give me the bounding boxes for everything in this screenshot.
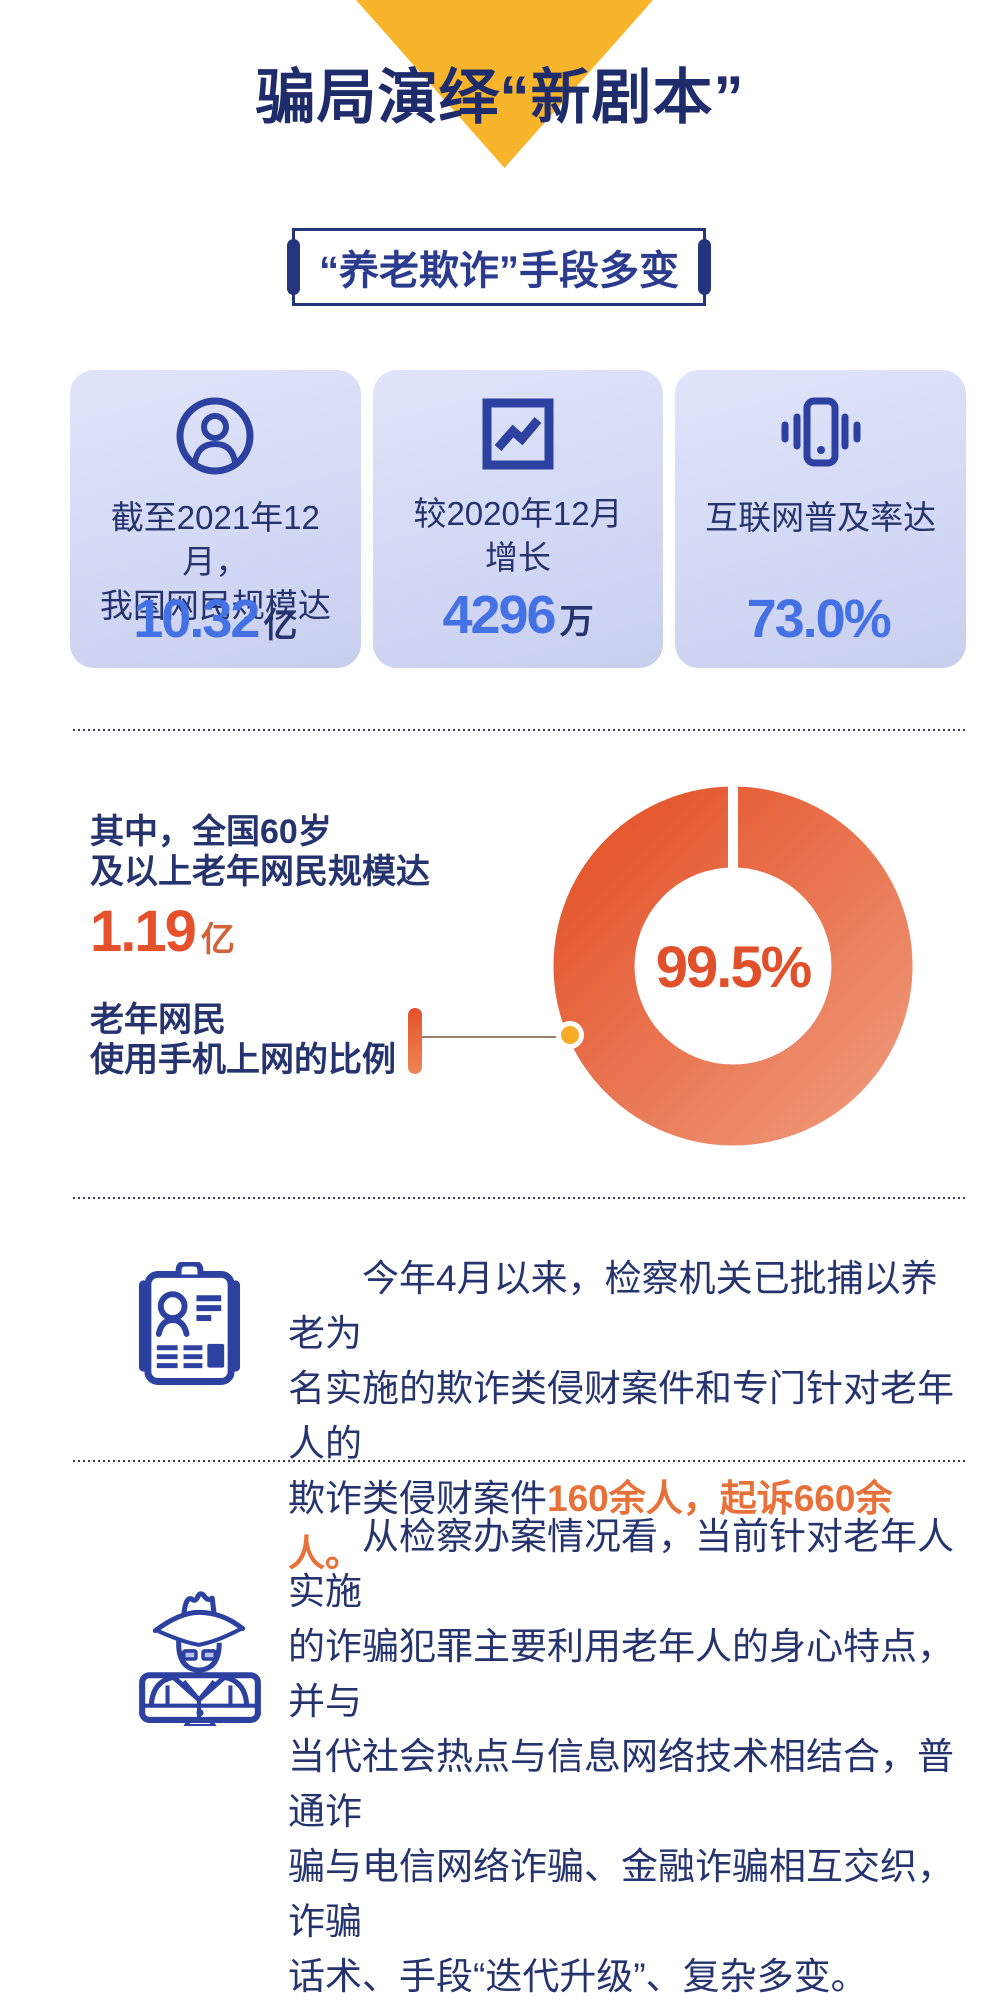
desc-line: 其中，全国60岁 <box>90 813 332 851</box>
id-badge-icon <box>135 1260 244 1391</box>
callout-connector-line <box>422 1036 560 1038</box>
card-unit: 亿 <box>263 607 298 645</box>
stat-card-penetration: 互联网普及率达 73.0% <box>675 370 967 668</box>
card-label-line: 增长 <box>485 539 551 576</box>
paragraph-line: 的诈骗犯罪主要利用老年人的身心特点，并与 <box>288 1626 954 1722</box>
paragraph-line: 从检察办案情况看，当前针对老年人实施 <box>288 1516 954 1612</box>
callout-line-text: 使用手机上网的比例 <box>90 1041 396 1079</box>
number-unit: 亿 <box>200 921 235 959</box>
arrest-paragraph: 今年4月以来，检察机关已批捕以养老为 名实施的欺诈类侵财案件和专门针对老年人的 … <box>288 1251 964 1581</box>
elderly-netizens-value: 1.19 亿 <box>90 898 235 965</box>
paragraph-line: 欺诈类侵财案件160余人，起诉660余人。 <box>288 1471 964 1581</box>
paragraph-text: 欺诈类侵财案件 <box>288 1478 547 1519</box>
card-value-row: 73.0% <box>747 588 895 650</box>
card-label-line: 互联网普及率达 <box>705 499 937 536</box>
phone-vibrate-icon <box>775 396 867 476</box>
card-value: 73.0% <box>746 589 892 649</box>
stats-card-row: 截至2021年12月， 我国网民规模达 10.32 亿 较2020年12月 增长… <box>70 370 967 668</box>
dotted-divider <box>73 729 967 731</box>
dotted-divider <box>73 1460 967 1462</box>
analysis-paragraph: 从检察办案情况看，当前针对老年人实施 的诈骗犯罪主要利用老年人的身心特点，并与 … <box>288 1509 964 2004</box>
card-label: 截至2021年12月， 我国网民规模达 <box>80 496 351 624</box>
paragraph-line: 今年4月以来，检察机关已批捕以养老为 <box>288 1258 938 1354</box>
trend-icon <box>480 396 556 472</box>
card-label: 互联网普及率达 <box>705 496 936 588</box>
card-label-line: 较2020年12月 <box>413 495 623 532</box>
card-label-line: 截至2021年12月， <box>110 499 320 580</box>
callout-bar <box>408 1008 422 1074</box>
stat-card-growth: 较2020年12月 增长 4296 万 <box>372 370 664 668</box>
paragraph-line: 名实施的欺诈类侵财案件和专门针对老年人的 <box>288 1368 954 1464</box>
card-value: 10.32 <box>133 589 260 649</box>
donut-center-value: 99.5% <box>655 935 812 1000</box>
page-title: 骗局演绎“新剧本” <box>255 64 745 131</box>
paragraph-line: 话术、手段“迭代升级”、复杂多变。 <box>288 1956 868 1997</box>
card-value-row: 4296 万 <box>442 584 593 646</box>
stat-card-netizens: 截至2021年12月， 我国网民规模达 10.32 亿 <box>70 370 361 668</box>
user-icon <box>175 396 255 476</box>
card-value: 4296 <box>442 585 556 645</box>
callout-dot <box>556 1021 584 1049</box>
callout-line-text: 老年网民 <box>90 1001 226 1039</box>
card-label-line: 我国网民规模达 <box>99 587 331 624</box>
desc-line: 及以上老年网民规模达 <box>90 853 430 891</box>
big-number: 1.19 <box>90 899 197 964</box>
dotted-divider <box>73 1197 967 1199</box>
paragraph-line: 骗与电信网络诈骗、金融诈骗相互交织，诈骗 <box>288 1846 954 1942</box>
paragraph-line: 当代社会热点与信息网络技术相结合，普通诈 <box>288 1736 954 1832</box>
elderly-netizens-desc: 其中，全国60岁 及以上老年网民规模达 <box>90 812 430 892</box>
donut-callout-label: 老年网民 使用手机上网的比例 <box>90 1000 396 1080</box>
highlight-numbers: 160余人，起诉660余人。 <box>288 1478 893 1574</box>
card-unit: 万 <box>559 603 594 641</box>
fraudster-icon <box>134 1588 266 1731</box>
donut-chart <box>548 781 918 1156</box>
card-label: 较2020年12月 增长 <box>413 492 622 584</box>
card-value-row: 10.32 亿 <box>133 588 297 650</box>
section-badge: “养老欺诈”手段多变 <box>292 228 706 306</box>
